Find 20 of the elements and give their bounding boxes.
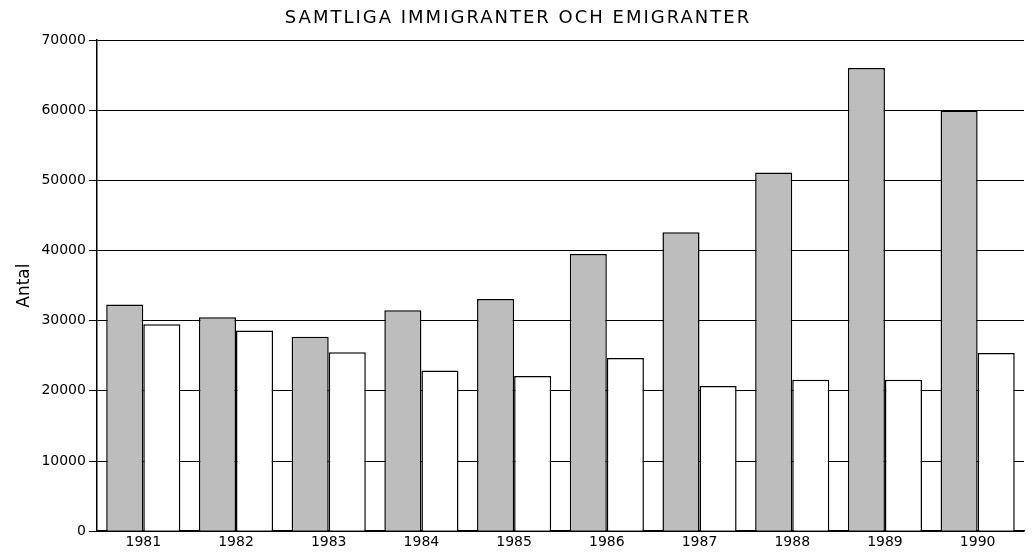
x-tick-label: 1981 — [125, 533, 162, 550]
x-tick-label: 1986 — [589, 533, 625, 550]
y-tick-label: 60000 — [41, 100, 86, 117]
x-tick-label: 1985 — [496, 533, 532, 550]
y-tick-label: 10000 — [41, 451, 86, 468]
y-tick-label: 20000 — [41, 381, 86, 398]
y-tick-label: 0 — [77, 521, 86, 538]
y-tick-label: 70000 — [41, 30, 86, 47]
y-axis-title: Antal — [12, 263, 33, 308]
x-tick-label: 1989 — [867, 533, 903, 550]
x-tick-label: 1987 — [681, 533, 718, 550]
x-tick-label: 1990 — [959, 533, 996, 550]
x-tick-label: 1982 — [218, 533, 254, 550]
x-tick-label: 1984 — [403, 533, 440, 550]
y-tick-label: 40000 — [41, 241, 86, 258]
y-tick-label: 30000 — [41, 311, 86, 328]
x-tick-label: 1983 — [310, 533, 347, 550]
y-tick-label: 50000 — [41, 170, 86, 187]
x-tick-label: 1988 — [774, 533, 811, 550]
chart-title: SAMTLIGA IMMIGRANTER OCH EMIGRANTER — [283, 6, 753, 27]
